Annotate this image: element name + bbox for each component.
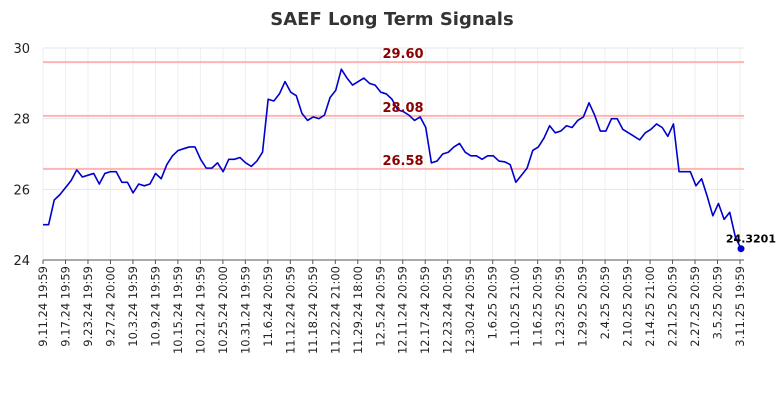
chart-title: SAEF Long Term Signals — [270, 9, 513, 30]
x-tick-label: 1.29.25 20:59 — [576, 266, 590, 347]
x-tick-label: 11.12.24 20:59 — [283, 266, 297, 354]
y-tick-label: 30 — [13, 42, 30, 57]
axes: 24 26 28 30 9.11.24 19:59 9.17.24 19:59 9.23.2… — [13, 42, 747, 354]
x-tick-label: 11.22.24 21:00 — [328, 266, 342, 354]
y-tick-label: 26 — [13, 183, 30, 198]
x-tick-label: 9.17.24 19:59 — [58, 266, 72, 347]
y-tick-label: 24 — [13, 254, 30, 269]
y-tick-label: 28 — [13, 113, 30, 128]
reference-line-label: 26.58 — [382, 154, 423, 169]
x-tick-label: 2.21.25 20:59 — [666, 266, 680, 347]
x-tick-label: 10.21.24 19:59 — [193, 266, 207, 354]
x-tick-label: 2.4.25 20:59 — [598, 266, 612, 339]
grid — [42, 47, 744, 261]
x-tick-label: 1.10.25 21:00 — [508, 266, 522, 347]
x-tick-label: 3.5.25 20:59 — [711, 266, 725, 339]
x-tick-label: 10.25.24 20:00 — [216, 266, 230, 354]
x-tick-label: 9.11.24 19:59 — [36, 266, 50, 347]
x-tick-label: 1.23.25 20:59 — [553, 266, 567, 347]
x-tick-label: 9.27.24 20:00 — [103, 266, 117, 347]
x-tick-label: 2.14.25 21:00 — [643, 266, 657, 347]
x-tick-label: 12.30.24 20:59 — [463, 266, 477, 354]
x-tick-label: 9.23.24 19:59 — [81, 266, 95, 347]
x-tick-label: 10.9.24 19:59 — [148, 266, 162, 347]
x-tick-label: 1.6.25 20:59 — [486, 266, 500, 339]
x-tick-label: 1.16.25 20:59 — [531, 266, 545, 347]
x-tick-label: 10.31.24 19:59 — [238, 266, 252, 354]
x-tick-label: 2.10.25 20:59 — [621, 266, 635, 347]
x-tick-label: 12.5.24 20:59 — [373, 266, 387, 347]
x-tick-label: 10.15.24 19:59 — [171, 266, 185, 354]
x-tick-label: 11.6.24 20:59 — [261, 266, 275, 347]
price-line — [43, 68, 742, 250]
x-tick-label: 12.11.24 20:59 — [396, 266, 410, 354]
x-tick-label: 11.18.24 20:59 — [306, 266, 320, 354]
x-tick-label: 10.3.24 19:59 — [126, 266, 140, 347]
last-value-label: 24.3201 — [726, 233, 776, 246]
series-layer — [43, 68, 745, 253]
x-tick-label: 11.29.24 18:00 — [351, 266, 365, 354]
x-tick-label: 2.27.25 20:59 — [688, 266, 702, 347]
annotation-layer: 29.60 28.08 26.58 24.3201 — [382, 47, 776, 246]
last-point-marker — [737, 245, 745, 253]
reference-line-label: 29.60 — [382, 47, 423, 62]
reference-line-label: 28.08 — [382, 101, 423, 116]
x-tick-label: 3.11.25 19:59 — [733, 266, 747, 347]
x-tick-label: 12.17.24 20:59 — [418, 266, 432, 354]
reference-lines — [43, 61, 744, 170]
x-tick-label: 12.23.24 20:59 — [441, 266, 455, 354]
